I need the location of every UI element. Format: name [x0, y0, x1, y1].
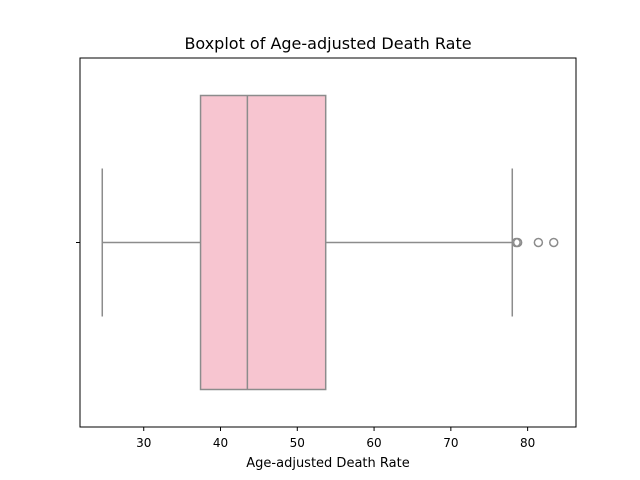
outlier-point — [533, 237, 544, 248]
x-tick-label: 80 — [520, 436, 535, 450]
x-tick-label: 30 — [136, 436, 151, 450]
x-tick-label: 70 — [443, 436, 458, 450]
x-tick-label: 60 — [366, 436, 381, 450]
x-tick-label: 40 — [213, 436, 228, 450]
outliers — [511, 237, 559, 248]
x-axis-label: Age-adjusted Death Rate — [246, 456, 409, 471]
x-tick-label: 50 — [290, 436, 305, 450]
x-axis-ticks: 30 40 50 60 70 80 — [136, 427, 535, 450]
box-group — [101, 94, 559, 391]
outlier-point — [512, 237, 523, 248]
outlier-point — [548, 237, 559, 248]
chart-title: Boxplot of Age-adjusted Death Rate — [184, 34, 471, 53]
iqr-box — [199, 94, 327, 391]
